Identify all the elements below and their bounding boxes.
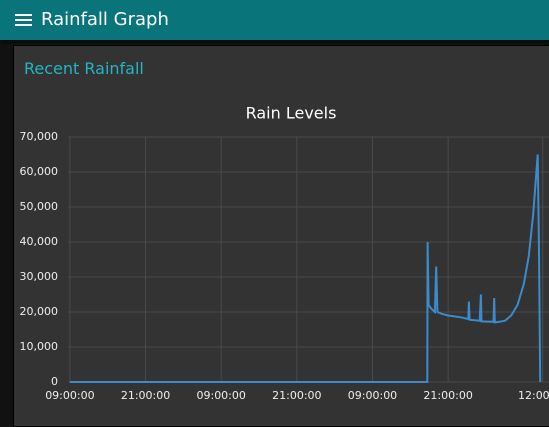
y-tick-label: 20,000 xyxy=(20,305,59,318)
y-tick-label: 10,000 xyxy=(20,340,59,353)
y-tick-label: 30,000 xyxy=(20,270,59,283)
y-tick-label: 60,000 xyxy=(20,165,59,178)
group-title: Recent Rainfall xyxy=(24,59,144,78)
top-bar: Rainfall Graph xyxy=(0,0,549,40)
x-tick-label: 12:00:00 xyxy=(518,389,549,402)
group-card: Recent Rainfall xyxy=(13,45,549,427)
chart-title: Rain Levels xyxy=(246,104,337,123)
app-title: Rainfall Graph xyxy=(41,9,169,30)
y-tick-label: 40,000 xyxy=(20,235,59,248)
x-tick-label: 21:00:00 xyxy=(121,389,170,402)
y-tick-label: 50,000 xyxy=(20,200,59,213)
x-tick-label: 09:00:00 xyxy=(196,389,245,402)
x-tick-label: 09:00:00 xyxy=(348,389,397,402)
menu-button[interactable] xyxy=(15,14,32,29)
y-tick-label: 0 xyxy=(51,375,58,388)
y-tick-label: 70,000 xyxy=(20,130,59,143)
data-line xyxy=(69,154,542,383)
x-tick-label: 09:00:00 xyxy=(45,389,94,402)
x-tick-label: 21:00:00 xyxy=(423,389,472,402)
x-tick-label: 21:00:00 xyxy=(272,389,321,402)
